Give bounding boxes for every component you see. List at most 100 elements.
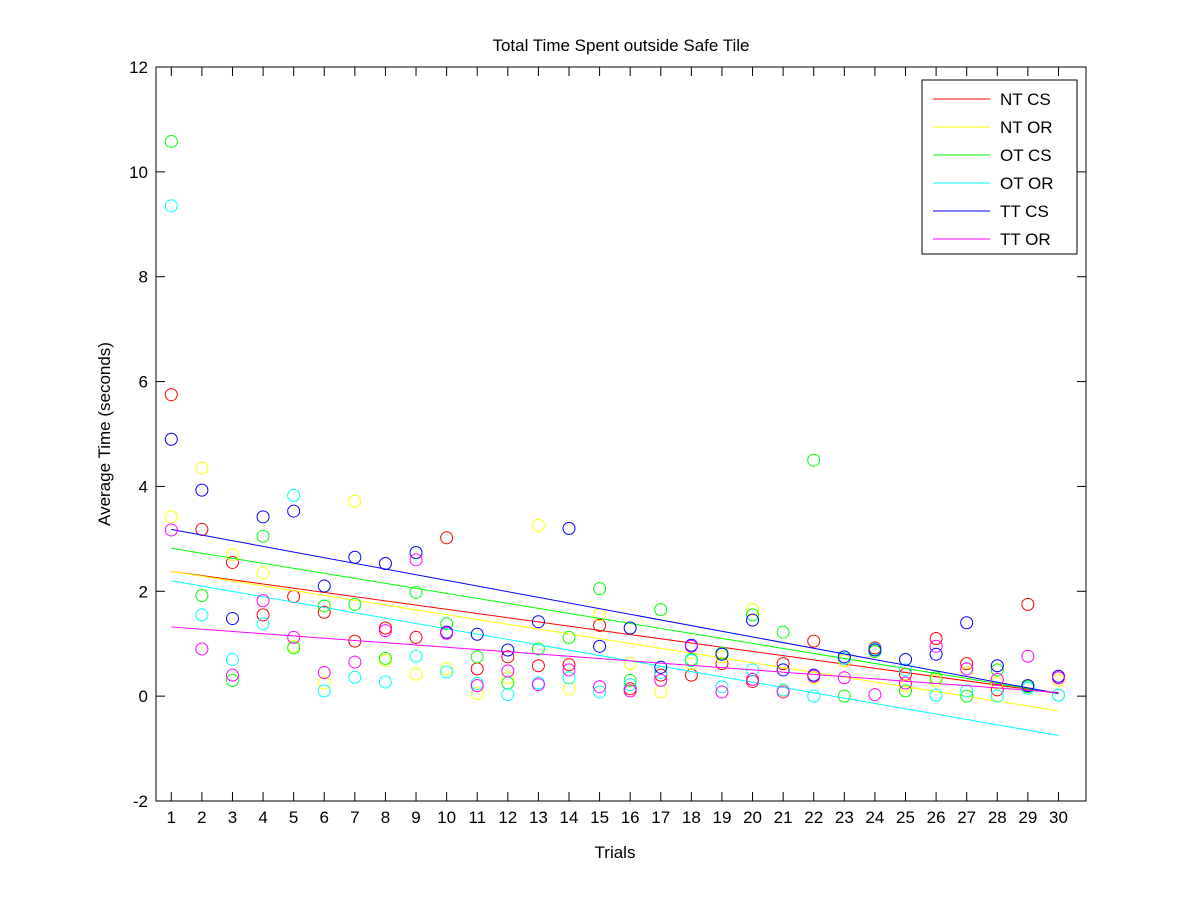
- x-tick-label: 10: [437, 808, 456, 827]
- data-point-nt-cs: [440, 531, 454, 545]
- data-point-nt-cs: [776, 657, 790, 671]
- data-point-tt-or: [501, 664, 515, 678]
- data-point-nt-or: [715, 650, 729, 664]
- data-point-tt-or: [256, 594, 270, 608]
- trend-line-ot-cs: [171, 547, 1059, 695]
- data-point-ot-cs: [776, 625, 790, 639]
- data-point-tt-or: [837, 671, 851, 685]
- y-axis-label: Average Time (seconds): [95, 342, 114, 526]
- trend-line-tt-or: [171, 626, 1059, 693]
- data-point-nt-or: [562, 682, 576, 696]
- data-point-ot-cs: [807, 453, 821, 467]
- data-point-nt-cs: [225, 555, 239, 569]
- data-point-tt-cs: [746, 613, 760, 627]
- data-point-tt-cs: [287, 504, 301, 518]
- data-point-ot-or: [256, 617, 270, 631]
- data-point-tt-or: [684, 639, 698, 653]
- x-tick-label: 21: [774, 808, 793, 827]
- data-point-tt-cs: [593, 639, 607, 653]
- data-point-tt-or: [225, 668, 239, 682]
- data-point-ot-or: [623, 678, 637, 692]
- data-point-tt-cs: [899, 652, 913, 666]
- data-point-nt-cs: [409, 630, 423, 644]
- data-point-tt-cs: [531, 615, 545, 629]
- data-point-tt-or: [929, 639, 943, 653]
- data-point-ot-or: [1021, 681, 1035, 695]
- data-point-tt-cs: [990, 659, 1004, 673]
- data-point-nt-cs: [960, 657, 974, 671]
- x-tick-label: 15: [590, 808, 609, 827]
- data-point-nt-cs: [562, 658, 576, 672]
- x-tick-label: 19: [712, 808, 731, 827]
- data-point-ot-cs: [470, 650, 484, 664]
- data-point-tt-or: [164, 523, 178, 537]
- legend-box: [921, 79, 1078, 255]
- data-point-ot-cs: [562, 630, 576, 644]
- x-tick-label: 6: [320, 808, 329, 827]
- legend-label-ot-or: OT OR: [1000, 174, 1054, 193]
- data-point-ot-cs: [287, 641, 301, 655]
- data-point-ot-or: [1051, 688, 1065, 702]
- data-point-ot-or: [225, 652, 239, 666]
- data-point-nt-or: [317, 676, 331, 690]
- data-point-ot-cs: [593, 582, 607, 596]
- data-point-nt-cs: [378, 621, 392, 635]
- data-point-ot-or: [440, 665, 454, 679]
- data-point-tt-cs: [164, 432, 178, 446]
- data-point-nt-cs: [929, 631, 943, 645]
- y-tick-label: 12: [129, 58, 148, 77]
- legend-label-tt-cs: TT CS: [1000, 202, 1049, 221]
- x-tick-label: 29: [1018, 808, 1037, 827]
- data-point-nt-cs: [317, 605, 331, 619]
- data-point-tt-or: [195, 642, 209, 656]
- data-point-ot-or: [684, 653, 698, 667]
- x-axis-label: Trials: [595, 843, 636, 862]
- data-point-ot-cs: [440, 617, 454, 631]
- data-point-nt-cs: [1021, 597, 1035, 611]
- data-point-nt-or: [684, 657, 698, 671]
- x-tick-label: 12: [498, 808, 517, 827]
- data-point-nt-cs: [256, 608, 270, 622]
- data-point-tt-cs: [256, 510, 270, 524]
- data-point-nt-cs: [501, 650, 515, 664]
- data-point-tt-or: [593, 680, 607, 694]
- data-point-tt-or: [1051, 671, 1065, 685]
- data-point-ot-cs: [531, 642, 545, 656]
- y-tick-label: 10: [129, 163, 148, 182]
- x-tick-label: 26: [927, 808, 946, 827]
- data-point-tt-cs: [715, 647, 729, 661]
- data-point-nt-or: [929, 673, 943, 687]
- x-tick-label: 30: [1049, 808, 1068, 827]
- data-point-nt-cs: [593, 618, 607, 632]
- data-point-ot-or: [929, 688, 943, 702]
- y-tick-label: 0: [139, 687, 148, 706]
- data-point-nt-or: [1051, 673, 1065, 687]
- data-point-tt-or: [348, 655, 362, 669]
- legend: NT CS NT OR OT CS OT OR TT CS TT OR: [921, 79, 1078, 255]
- data-point-nt-cs: [164, 388, 178, 402]
- data-point-tt-or: [654, 673, 668, 687]
- data-point-ot-cs: [225, 673, 239, 687]
- x-tick-label: 17: [651, 808, 670, 827]
- x-tick-label: 16: [621, 808, 640, 827]
- data-point-tt-cs: [470, 627, 484, 641]
- data-point-tt-cs: [562, 521, 576, 535]
- data-point-tt-or: [531, 678, 545, 692]
- data-point-ot-cs: [960, 689, 974, 703]
- legend-label-nt-cs: NT CS: [1000, 90, 1051, 109]
- data-point-nt-cs: [654, 668, 668, 682]
- y-tick-label: -2: [133, 792, 148, 811]
- x-tick-label: 1: [167, 808, 176, 827]
- data-point-ot-or: [990, 689, 1004, 703]
- x-tick-label: 2: [197, 808, 206, 827]
- data-point-ot-cs: [746, 608, 760, 622]
- trend-line-tt-cs: [171, 528, 1059, 695]
- data-point-ot-or: [501, 688, 515, 702]
- data-point-tt-or: [470, 679, 484, 693]
- data-point-ot-or: [378, 675, 392, 689]
- data-point-tt-or: [623, 684, 637, 698]
- data-point-ot-cs: [837, 689, 851, 703]
- x-tick-label: 7: [350, 808, 359, 827]
- data-point-nt-cs: [531, 659, 545, 673]
